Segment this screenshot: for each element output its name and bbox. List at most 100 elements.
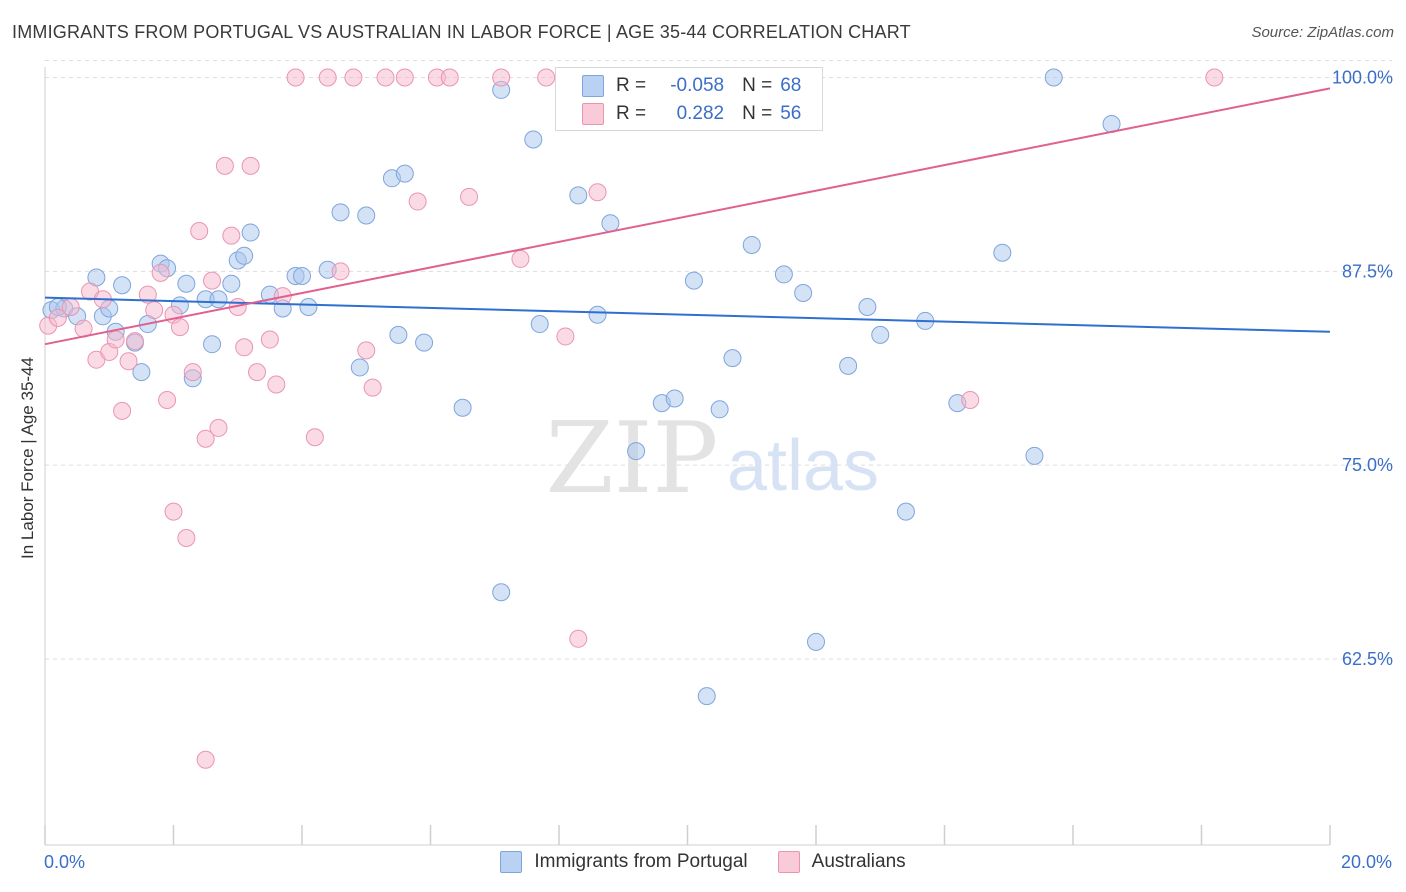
point-portugal <box>684 271 703 290</box>
point-australians <box>286 68 305 87</box>
point-australians <box>125 332 144 351</box>
point-australians <box>511 249 530 268</box>
y-tick-label: 62.5% <box>1342 649 1393 669</box>
axes <box>44 67 1331 846</box>
x-tick-label-min: 0.0% <box>44 852 86 872</box>
point-portugal <box>1044 68 1063 87</box>
point-australians <box>61 297 80 316</box>
watermark-atlas: atlas <box>727 426 879 506</box>
point-australians <box>460 187 479 206</box>
point-portugal <box>357 206 376 225</box>
point-australians <box>344 68 363 87</box>
point-australians <box>961 391 980 410</box>
point-portugal <box>723 349 742 368</box>
point-australians <box>363 378 382 397</box>
point-portugal <box>665 389 684 408</box>
point-australians <box>318 68 337 87</box>
point-portugal <box>710 400 729 419</box>
chart-title: IMMIGRANTS FROM PORTUGAL VS AUSTRALIAN I… <box>12 22 911 42</box>
chart-source: Source: ZipAtlas.com <box>1251 24 1394 41</box>
point-australians <box>331 262 350 281</box>
point-portugal <box>350 358 369 377</box>
point-australians <box>164 502 183 521</box>
point-australians <box>305 428 324 447</box>
point-australians <box>170 318 189 337</box>
gridlines <box>45 60 1392 660</box>
legend-swatch-pink <box>777 851 800 873</box>
point-portugal <box>858 297 877 316</box>
point-portugal <box>627 442 646 461</box>
blue-swatch <box>582 75 604 97</box>
pink-swatch <box>582 103 604 125</box>
point-portugal <box>871 325 890 344</box>
point-australians <box>119 352 138 371</box>
point-portugal <box>794 284 813 303</box>
point-australians <box>395 68 414 87</box>
n-value: 68 <box>780 75 802 96</box>
r-value: 0.282 <box>676 103 725 124</box>
point-australians <box>537 68 556 87</box>
point-australians <box>267 375 286 394</box>
point-portugal <box>697 687 716 706</box>
point-portugal <box>395 164 414 183</box>
point-portugal <box>588 305 607 324</box>
point-portugal <box>1025 446 1044 465</box>
point-australians <box>569 629 588 648</box>
legend-item-australians[interactable]: Australians <box>777 851 906 873</box>
point-portugal <box>530 315 549 334</box>
point-australians <box>145 301 164 320</box>
y-tick-labels: 62.5% 75.0% 87.5% 100.0% <box>1332 68 1393 669</box>
x-tick-label-max: 20.0% <box>1340 852 1392 872</box>
point-portugal <box>993 243 1012 262</box>
point-australians <box>440 68 459 87</box>
point-australians <box>260 330 279 349</box>
point-portugal <box>492 583 511 602</box>
point-portugal <box>209 290 228 309</box>
point-australians <box>376 68 395 87</box>
point-australians <box>492 68 511 87</box>
legend-item-portugal[interactable]: Immigrants from Portugal <box>500 851 748 873</box>
point-australians <box>357 341 376 360</box>
point-australians <box>241 156 260 175</box>
point-portugal <box>299 297 318 316</box>
point-australians <box>158 391 177 410</box>
n-label: N = <box>742 75 773 96</box>
point-portugal <box>839 356 858 375</box>
legend-label-portugal: Immigrants from Portugal <box>534 851 748 872</box>
point-australians <box>151 263 170 282</box>
watermark: ZIP atlas <box>546 402 879 516</box>
point-australians <box>177 529 196 548</box>
point-portugal <box>132 363 151 382</box>
point-portugal <box>569 186 588 205</box>
point-australians <box>235 338 254 357</box>
point-portugal <box>241 223 260 242</box>
point-australians <box>183 363 202 382</box>
point-portugal <box>807 632 825 651</box>
point-portugal <box>453 398 472 417</box>
point-portugal <box>389 325 408 344</box>
point-australians <box>248 363 267 382</box>
point-australians <box>1205 68 1224 87</box>
point-portugal <box>293 266 311 285</box>
point-australians <box>190 222 209 241</box>
point-australians <box>113 401 132 420</box>
stats-box: R = -0.058 N = 68 R = 0.282 N = 56 <box>555 67 823 131</box>
legend-label-australians: Australians <box>811 851 906 872</box>
point-australians <box>222 226 241 245</box>
point-australians <box>588 183 607 202</box>
point-portugal <box>331 203 350 222</box>
r-label: R = <box>616 103 647 124</box>
point-portugal <box>177 274 196 293</box>
r-label: R = <box>616 75 647 96</box>
point-portugal <box>742 235 761 254</box>
point-australians <box>196 429 215 448</box>
series-blue-points <box>42 68 1121 706</box>
y-tick-label: 75.0% <box>1342 455 1393 475</box>
point-australians <box>196 750 215 769</box>
trend-line-portugal <box>44 296 1331 333</box>
n-value: 56 <box>780 103 802 124</box>
point-portugal <box>601 214 620 233</box>
stats-row-blue: R = -0.058 N = 68 <box>556 72 819 100</box>
point-australians <box>203 271 222 290</box>
